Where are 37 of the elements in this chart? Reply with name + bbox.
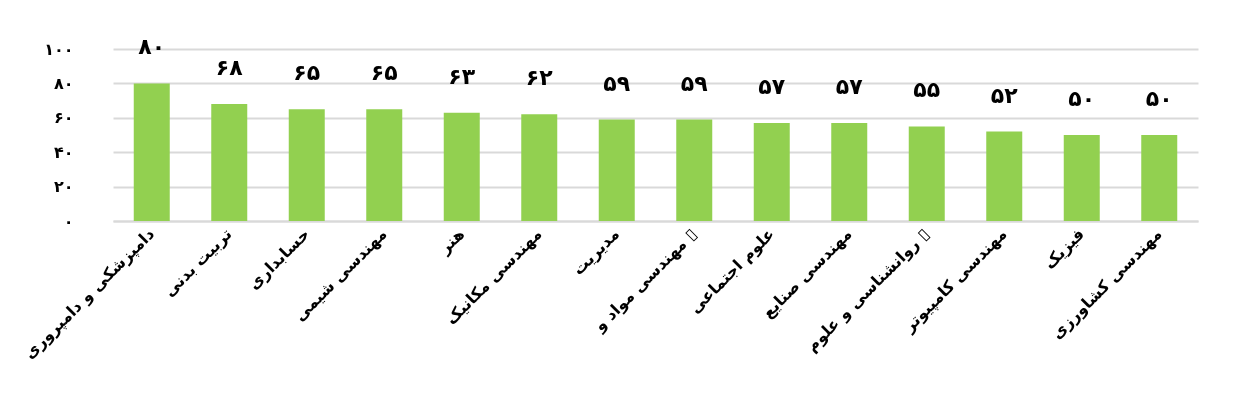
- y-tick-label: ۲۰: [53, 177, 74, 197]
- bar: [598, 119, 635, 221]
- bar: [1063, 135, 1100, 221]
- data-label: ۵۵: [913, 77, 941, 103]
- data-label: ۵۰: [1145, 86, 1173, 111]
- bar: [288, 109, 325, 221]
- data-label: ۵۰: [1068, 86, 1096, 111]
- y-tick-label: ۸۰: [53, 73, 74, 93]
- data-label: ۵۷: [835, 73, 864, 99]
- y-tick-label: ۱۰۰: [44, 39, 74, 59]
- bar: [443, 112, 480, 221]
- data-label: ۶۵: [370, 60, 398, 86]
- data-label: ۶۲: [525, 65, 554, 91]
- bar: [831, 122, 868, 221]
- x-tick-label: هنر: [434, 224, 469, 259]
- y-tick-label: ۴۰: [53, 142, 74, 162]
- data-label: ۸۰: [138, 34, 166, 60]
- x-tick-label: مدیریت: [568, 224, 624, 279]
- x-tick-label: فیزیک: [1039, 224, 1089, 273]
- data-label: ۶۳: [448, 63, 476, 89]
- y-tick-label: ۶۰: [53, 108, 74, 128]
- bar: [133, 83, 170, 221]
- bar: [908, 126, 945, 221]
- bar: [521, 114, 558, 221]
- bar: [211, 104, 248, 221]
- data-label: ۶۵: [293, 60, 321, 86]
- bar: [986, 131, 1023, 221]
- bar: [1141, 135, 1178, 221]
- bar: [366, 109, 403, 221]
- bar: [676, 119, 713, 221]
- data-label: ۵۲: [990, 82, 1019, 108]
- data-label: ۶۸: [215, 55, 244, 81]
- bar: [753, 122, 790, 221]
- data-label: ۵۹: [680, 70, 708, 96]
- data-label: ۵۹: [603, 70, 631, 96]
- x-tick-label: تربیت بدنی: [159, 224, 236, 301]
- data-label: ۵۷: [758, 73, 786, 99]
